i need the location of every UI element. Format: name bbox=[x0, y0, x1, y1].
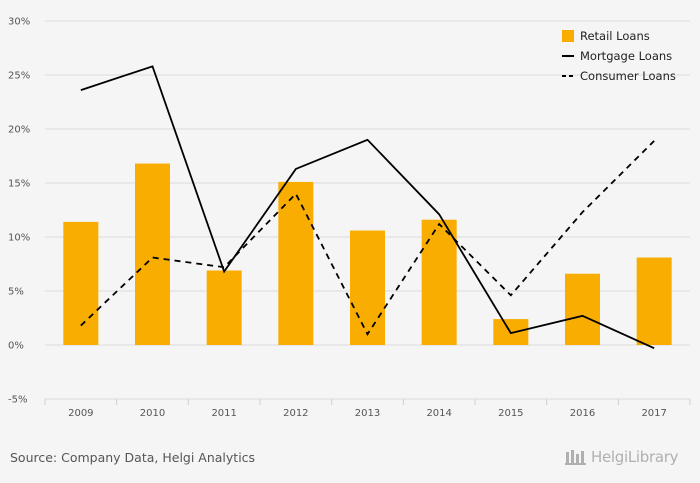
x-tick-label: 2013 bbox=[355, 408, 380, 419]
brand-logo: HelgiLibrary bbox=[565, 448, 679, 466]
source-note: Source: Company Data, Helgi Analytics bbox=[10, 450, 256, 465]
bar-retail-loans bbox=[636, 257, 672, 345]
bar-retail-loans bbox=[135, 163, 170, 345]
line-consumer-loans bbox=[80, 140, 655, 336]
legend-label-retail-loans: Retail Loans bbox=[580, 29, 650, 43]
x-tick-label: 2017 bbox=[641, 408, 666, 419]
bar-retail-loans bbox=[206, 270, 242, 345]
x-tick-label: 2016 bbox=[570, 408, 595, 419]
y-tick-label: 25% bbox=[8, 71, 30, 82]
y-tick-label: 0% bbox=[8, 341, 24, 352]
library-icon bbox=[565, 450, 586, 465]
brand-name: HelgiLibrary bbox=[591, 448, 679, 466]
legend-label-mortgage-loans: Mortgage Loans bbox=[580, 49, 672, 63]
bar-retail-loans bbox=[350, 230, 385, 345]
y-tick-label: 10% bbox=[8, 233, 30, 244]
chart: -5% 0% 5% 10% 15% 20% 25% 30% 2009 2010 2011 2012 20… bbox=[8, 17, 691, 419]
bar-retail-loans bbox=[565, 273, 600, 345]
y-tick-label: -5% bbox=[8, 395, 27, 406]
y-tick-label: 30% bbox=[8, 17, 30, 28]
x-tick-label: 2011 bbox=[211, 408, 236, 419]
x-tick-label: 2009 bbox=[68, 408, 93, 419]
x-tick-label: 2012 bbox=[283, 408, 308, 419]
x-tick-label: 2014 bbox=[426, 408, 451, 419]
legend-swatch-retail-loans bbox=[562, 30, 574, 42]
y-tick-label: 5% bbox=[8, 287, 24, 298]
bar-retail-loans bbox=[63, 221, 99, 345]
legend-label-consumer-loans: Consumer Loans bbox=[580, 69, 676, 83]
bar-retail-loans bbox=[278, 181, 314, 345]
x-tick-label: 2010 bbox=[140, 408, 165, 419]
y-tick-label: 15% bbox=[8, 179, 30, 190]
x-tick-label: 2015 bbox=[498, 408, 523, 419]
bar-retail-loans bbox=[421, 219, 457, 345]
y-tick-label: 20% bbox=[8, 125, 30, 136]
line-mortgage-loans bbox=[80, 65, 655, 350]
